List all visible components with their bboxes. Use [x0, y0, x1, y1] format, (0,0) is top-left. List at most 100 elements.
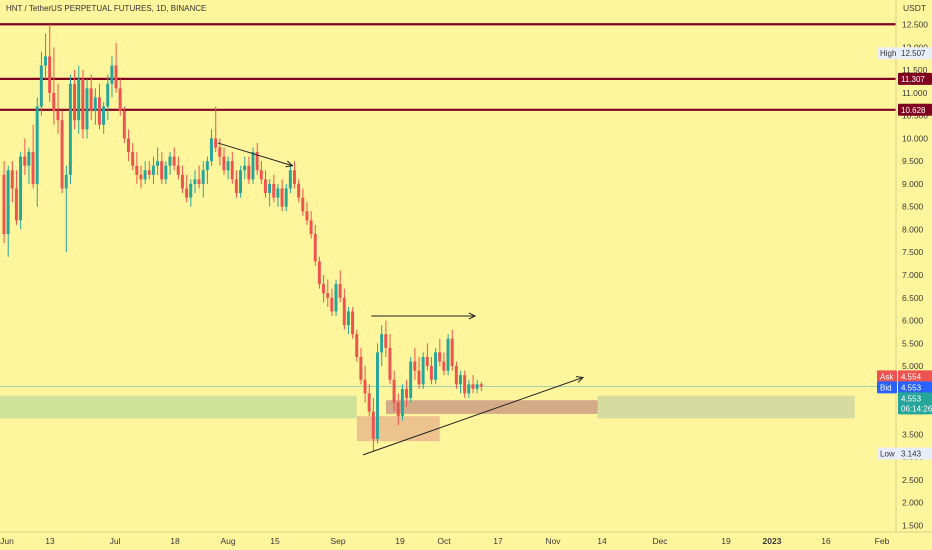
candle	[73, 70, 76, 130]
candle-body	[81, 79, 85, 130]
candle	[330, 288, 334, 316]
bid-tag-value-bg	[898, 381, 932, 394]
candle	[218, 138, 222, 166]
candle	[313, 224, 317, 266]
bid-tag-value: 4.553	[901, 383, 922, 392]
candle-body	[68, 83, 72, 175]
time-tick-label: 16	[821, 536, 831, 546]
candle-body	[44, 56, 47, 66]
price-tick-label: 8.500	[902, 202, 924, 212]
candle	[305, 202, 309, 225]
candle	[338, 270, 342, 303]
candle-body	[409, 361, 413, 398]
arrow-head-0	[285, 160, 294, 168]
price-tick-label: 2.000	[902, 498, 924, 508]
candle	[459, 370, 462, 394]
candle	[81, 70, 85, 139]
candle-body	[205, 161, 209, 171]
candle-body	[168, 156, 172, 166]
candle	[180, 165, 184, 194]
candle-body	[367, 393, 371, 412]
candle-body	[475, 384, 479, 389]
candle	[197, 165, 201, 189]
candle	[301, 188, 305, 216]
candle	[405, 379, 408, 408]
time-tick-label: Aug	[220, 536, 235, 546]
candle-body	[380, 334, 384, 353]
level-tag-2: 10.628	[898, 103, 932, 116]
bid-tag: Bid 4.553	[877, 381, 932, 394]
candle-body	[376, 352, 379, 439]
candle-body	[52, 92, 56, 112]
time-axis[interactable]: Jun 13 Jul 18 Aug 15 Sep 19 Oct 17 Nov 14 Dec 19 2023 1…	[0, 536, 889, 546]
candle-body	[151, 165, 155, 175]
candle	[429, 356, 433, 385]
candle	[450, 329, 454, 371]
candle	[479, 382, 483, 392]
price-tick-label: 12.500	[902, 20, 928, 30]
price-tick-label: 8.000	[902, 224, 924, 234]
candle	[64, 165, 68, 253]
candle-body	[172, 156, 176, 166]
candle	[106, 74, 110, 121]
candle-body	[301, 197, 305, 212]
zone-2	[385, 400, 602, 414]
candle-body	[197, 179, 201, 184]
candle	[359, 347, 363, 385]
candle	[413, 347, 417, 380]
candle	[6, 165, 10, 257]
candle	[309, 211, 313, 239]
candle	[239, 165, 242, 198]
time-tick-label: Jun	[0, 536, 14, 546]
candle	[10, 161, 14, 203]
candle	[85, 79, 89, 139]
candle	[284, 183, 288, 212]
candle	[164, 161, 168, 184]
candle-body	[160, 161, 164, 180]
candle	[322, 275, 325, 303]
candle	[193, 170, 197, 194]
candle-body	[2, 174, 6, 235]
zones-layer	[0, 395, 855, 442]
candle	[446, 334, 450, 376]
candle-body	[293, 170, 296, 184]
candle	[14, 170, 18, 225]
candle-body	[48, 56, 52, 93]
candle-body	[363, 379, 367, 394]
time-tick-label: 13	[45, 536, 55, 546]
candle-body	[106, 83, 110, 107]
candle	[346, 306, 350, 335]
candle-body	[230, 161, 234, 180]
candle-body	[263, 179, 267, 194]
time-tick-label: Sep	[330, 536, 345, 546]
candle-body	[388, 347, 392, 380]
candle-body	[89, 88, 93, 112]
candle-body	[23, 156, 27, 166]
price-tick-label: 9.500	[902, 156, 924, 166]
candle	[52, 47, 56, 125]
candle-body	[31, 152, 35, 184]
candle	[317, 256, 321, 289]
candle-body	[93, 97, 97, 112]
candle-body	[330, 297, 334, 312]
candle-body	[309, 220, 313, 235]
price-tick-label: 9.000	[902, 179, 924, 189]
candle-body	[251, 152, 255, 180]
candle-body	[351, 311, 355, 335]
candle-body	[60, 120, 64, 189]
candle	[263, 170, 267, 198]
candle	[421, 352, 425, 389]
currency-label[interactable]: USDT	[903, 3, 926, 13]
candle-body	[322, 284, 325, 294]
candle-body	[102, 106, 106, 125]
candle-body	[214, 138, 218, 148]
low-tag-label: Low	[880, 450, 895, 459]
candle	[172, 147, 176, 171]
candle-body	[479, 384, 483, 387]
candle	[434, 347, 438, 385]
high-tag-label-bg	[877, 47, 897, 60]
candle-body	[73, 83, 76, 121]
candle	[471, 375, 475, 394]
low-tag-label-bg	[877, 447, 897, 460]
